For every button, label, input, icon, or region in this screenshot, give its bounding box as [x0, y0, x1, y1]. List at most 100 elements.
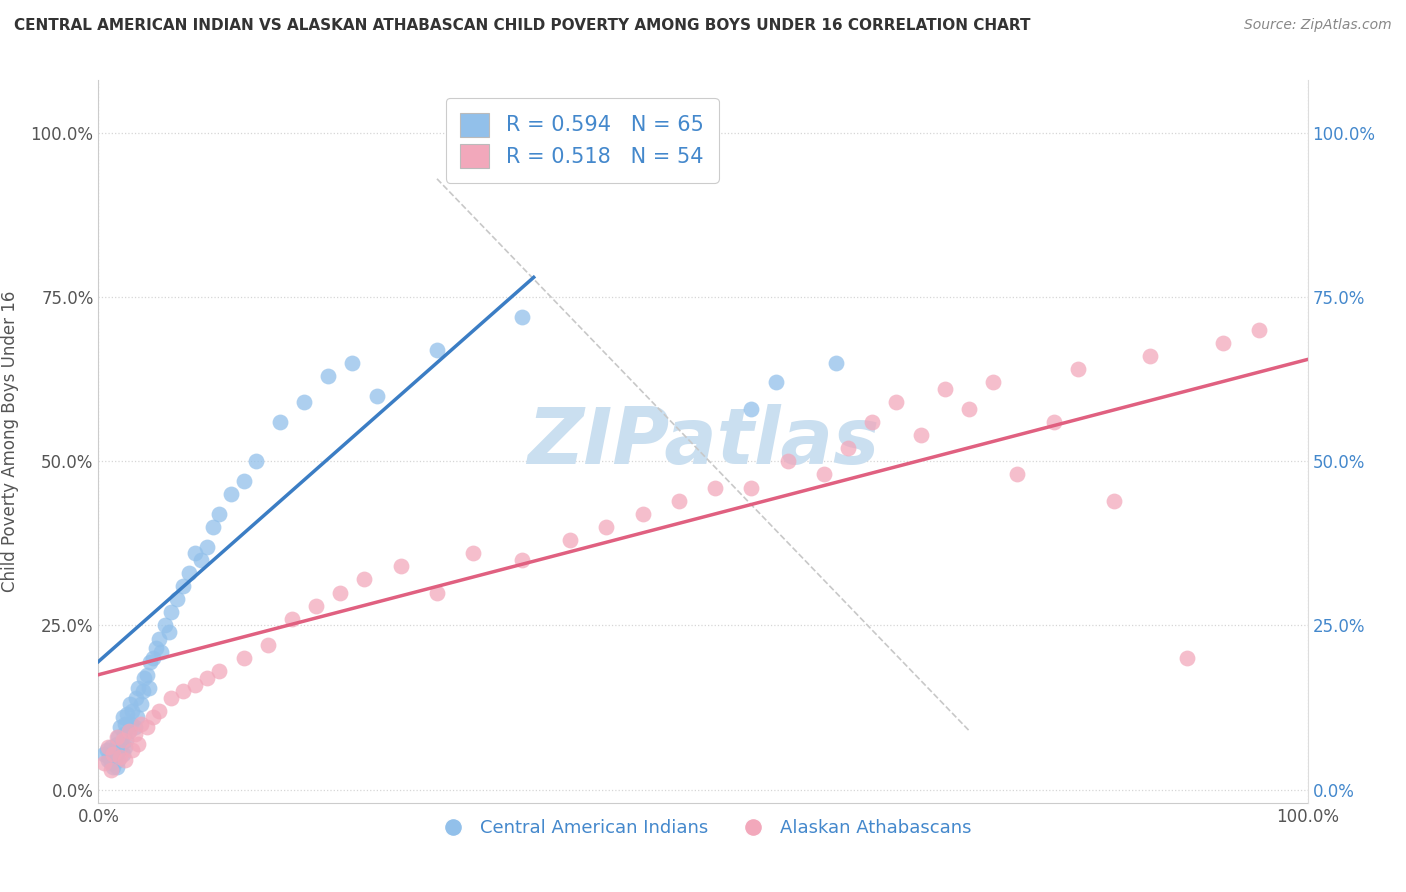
- Point: [740, 401, 762, 416]
- Point: [132, 684, 155, 698]
- Point: [190, 553, 212, 567]
- Point: [118, 698, 141, 712]
- Point: [1175, 651, 1198, 665]
- Point: [127, 681, 149, 695]
- Point: [129, 698, 152, 712]
- Point: [97, 739, 120, 754]
- Point: [256, 638, 278, 652]
- Point: [269, 415, 291, 429]
- Point: [148, 704, 170, 718]
- Point: [860, 415, 883, 429]
- Point: [121, 743, 143, 757]
- Legend: Central American Indians, Alaskan Athabascans: Central American Indians, Alaskan Athaba…: [427, 812, 979, 845]
- Point: [195, 671, 218, 685]
- Point: [105, 737, 128, 751]
- Point: [100, 739, 122, 754]
- Point: [1212, 336, 1234, 351]
- Point: [129, 717, 152, 731]
- Point: [121, 704, 143, 718]
- Point: [292, 395, 315, 409]
- Point: [305, 599, 328, 613]
- Point: [142, 710, 165, 724]
- Point: [108, 749, 131, 764]
- Point: [232, 474, 254, 488]
- Point: [93, 756, 115, 771]
- Point: [160, 690, 183, 705]
- Point: [1139, 349, 1161, 363]
- Point: [127, 737, 149, 751]
- Y-axis label: Child Poverty Among Boys Under 16: Child Poverty Among Boys Under 16: [1, 291, 20, 592]
- Point: [184, 677, 207, 691]
- Point: [329, 585, 352, 599]
- Point: [153, 618, 176, 632]
- Point: [101, 747, 124, 761]
- Point: [510, 553, 533, 567]
- Point: [107, 753, 129, 767]
- Point: [112, 727, 135, 741]
- Point: [124, 720, 146, 734]
- Point: [1007, 467, 1029, 482]
- Point: [157, 625, 180, 640]
- Point: [910, 428, 932, 442]
- Point: [111, 733, 134, 747]
- Point: [208, 507, 231, 521]
- Point: [142, 651, 165, 665]
- Point: [138, 681, 160, 695]
- Point: [776, 454, 799, 468]
- Point: [886, 395, 908, 409]
- Point: [426, 585, 449, 599]
- Point: [139, 655, 162, 669]
- Point: [366, 388, 388, 402]
- Point: [166, 592, 188, 607]
- Text: CENTRAL AMERICAN INDIAN VS ALASKAN ATHABASCAN CHILD POVERTY AMONG BOYS UNDER 16 : CENTRAL AMERICAN INDIAN VS ALASKAN ATHAB…: [14, 18, 1031, 33]
- Point: [740, 481, 762, 495]
- Point: [93, 747, 115, 761]
- Point: [135, 720, 157, 734]
- Point: [117, 707, 139, 722]
- Point: [108, 743, 131, 757]
- Point: [558, 533, 581, 547]
- Point: [135, 667, 157, 681]
- Point: [101, 760, 124, 774]
- Point: [957, 401, 980, 416]
- Point: [510, 310, 533, 324]
- Point: [668, 493, 690, 508]
- Point: [172, 684, 194, 698]
- Point: [463, 546, 485, 560]
- Point: [118, 723, 141, 738]
- Point: [631, 507, 654, 521]
- Point: [124, 727, 146, 741]
- Point: [111, 710, 134, 724]
- Point: [179, 566, 201, 580]
- Point: [342, 356, 364, 370]
- Point: [232, 651, 254, 665]
- Point: [148, 632, 170, 646]
- Point: [813, 467, 835, 482]
- Point: [108, 720, 131, 734]
- Point: [98, 749, 121, 764]
- Point: [281, 612, 304, 626]
- Point: [120, 717, 142, 731]
- Point: [184, 546, 207, 560]
- Point: [127, 710, 149, 724]
- Point: [202, 520, 225, 534]
- Point: [145, 641, 167, 656]
- Point: [107, 730, 129, 744]
- Point: [103, 747, 125, 761]
- Point: [765, 376, 787, 390]
- Point: [100, 756, 122, 771]
- Point: [245, 454, 267, 468]
- Point: [118, 723, 141, 738]
- Point: [114, 753, 136, 767]
- Point: [1067, 362, 1090, 376]
- Point: [104, 749, 127, 764]
- Point: [934, 382, 956, 396]
- Point: [114, 739, 136, 754]
- Point: [150, 645, 173, 659]
- Point: [96, 743, 118, 757]
- Point: [837, 441, 859, 455]
- Point: [97, 753, 120, 767]
- Point: [981, 376, 1004, 390]
- Point: [208, 665, 231, 679]
- Point: [195, 540, 218, 554]
